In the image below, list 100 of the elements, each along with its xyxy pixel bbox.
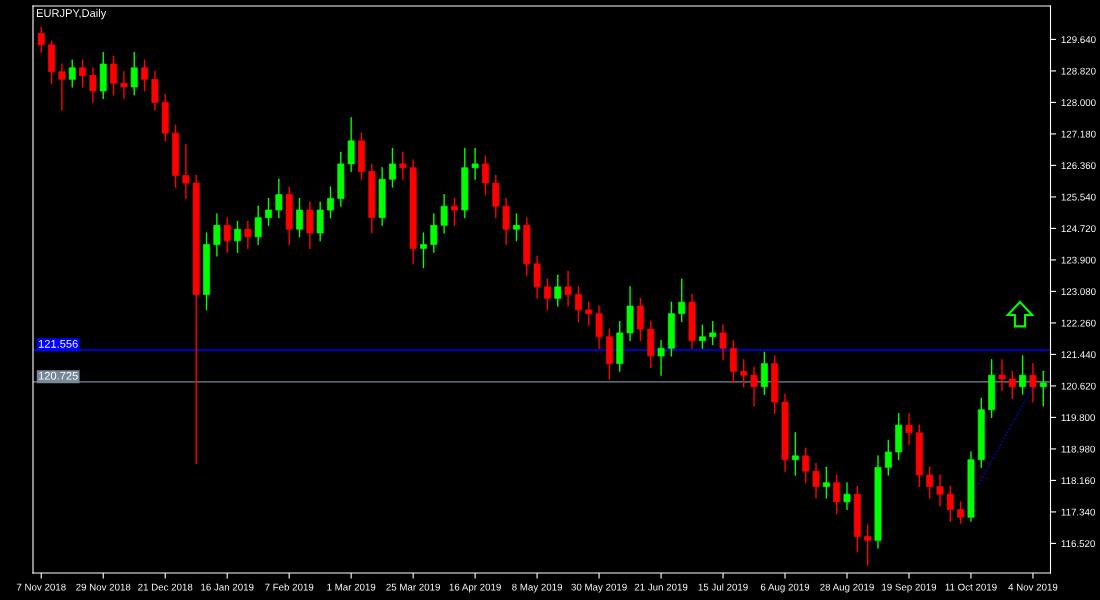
x-tick-label: 19 Sep 2019 [882, 583, 937, 593]
candlestick [926, 466, 934, 499]
candlestick [760, 351, 768, 396]
x-tick-label: 8 May 2019 [512, 583, 563, 593]
candlestick [141, 59, 149, 92]
candlestick [698, 324, 706, 349]
candlestick [296, 197, 303, 238]
y-tick-label: 118.980 [1061, 445, 1095, 453]
x-tick-label: 16 Jan 2019 [201, 583, 254, 591]
candlestick [719, 324, 727, 361]
candlestick [678, 278, 686, 323]
y-tick-label: 118.160 [1061, 477, 1095, 485]
candlestick [492, 174, 500, 219]
y-tick-label: 120.620 [1061, 382, 1096, 390]
y-tick-label: 124.720 [1061, 225, 1096, 233]
candlestick [130, 51, 138, 96]
candlestick [791, 432, 799, 476]
candlestick [79, 59, 87, 88]
candlestick [389, 147, 396, 188]
candlestick [822, 466, 830, 499]
candlestick [957, 501, 965, 524]
x-tick-label: 25 Mar 2019 [386, 583, 440, 591]
y-tick-label: 122.260 [1061, 319, 1096, 327]
y-tick-label: 128.820 [1061, 67, 1096, 75]
candlestick [213, 213, 221, 257]
candlestick [802, 447, 810, 484]
x-tick-label: 1 Mar 2019 [327, 583, 376, 591]
candlestick [946, 485, 954, 522]
candlestick [316, 201, 324, 242]
candlestick [657, 339, 665, 376]
x-tick-label: 28 Aug 2019 [820, 583, 874, 593]
candlestick [399, 151, 407, 180]
candlestick [1029, 362, 1037, 403]
candlestick [420, 232, 427, 269]
candlestick [585, 301, 593, 326]
candlestick [120, 70, 128, 100]
candlestick [709, 320, 717, 346]
candlestick [58, 63, 66, 111]
candlestick [234, 220, 241, 253]
candlestick [729, 339, 737, 384]
candlestick [750, 366, 758, 407]
x-tick-label: 6 Aug 2019 [760, 583, 810, 593]
x-tick-label: 21 Dec 2018 [138, 583, 193, 591]
x-tick-label: 21 Jun 2019 [634, 583, 688, 591]
candlestick [543, 278, 551, 311]
candlestick [1008, 370, 1016, 399]
y-tick-label: 123.900 [1061, 256, 1096, 264]
y-tick-label: 116.520 [1061, 540, 1095, 548]
candlestick [244, 220, 252, 250]
candlestick [554, 274, 562, 307]
y-tick-label: 127.180 [1061, 130, 1096, 138]
y-tick-label: 123.080 [1061, 288, 1096, 296]
candlestick [151, 70, 159, 111]
ref-line-label: 120.725 [38, 371, 78, 380]
y-tick-label: 125.540 [1061, 193, 1096, 201]
candlestick [182, 143, 190, 200]
candlestick [306, 201, 314, 250]
candlestick [110, 55, 118, 96]
x-tick-label: 15 Jul 2019 [698, 583, 748, 591]
x-tick-label: 11 Oct 2019 [945, 583, 997, 591]
candlestick [936, 474, 944, 507]
y-tick-label: 121.440 [1061, 351, 1096, 359]
y-tick-label: 119.800 [1061, 414, 1095, 422]
candlestick [1039, 370, 1047, 407]
candlestick [533, 255, 541, 300]
candlestick [430, 213, 438, 253]
candlestick [512, 213, 520, 242]
candlestick [636, 297, 644, 342]
candlestick [37, 26, 45, 54]
y-tick-label: 128.000 [1061, 99, 1096, 107]
x-tick-label: 29 Nov 2018 [76, 583, 131, 591]
candlestick [998, 359, 1006, 392]
candlestick [89, 67, 97, 104]
candlestick [327, 186, 334, 219]
candlestick [740, 359, 748, 388]
candlestick [482, 155, 489, 196]
candlestick [812, 462, 820, 499]
candlestick [451, 197, 458, 227]
candlestick [574, 286, 582, 323]
candlestick [502, 197, 510, 246]
candlestick [843, 482, 851, 511]
x-tick-label: 4 Nov 2019 [1008, 583, 1058, 591]
candlestick [595, 305, 603, 349]
candlestick [564, 270, 572, 307]
ref-line-label: 121.556 [38, 339, 78, 348]
x-tick-label: 7 Nov 2018 [16, 583, 66, 591]
x-tick-label: 30 May 2019 [571, 583, 627, 593]
candlestick [1019, 355, 1027, 396]
chart-title: EURJPY,Daily [36, 8, 107, 20]
candlestick [347, 117, 355, 173]
y-tick-label: 126.360 [1061, 162, 1096, 170]
x-tick-label: 7 Feb 2019 [265, 583, 314, 591]
x-tick-label: 16 Apr 2019 [449, 583, 501, 593]
candlestick [254, 205, 262, 246]
y-tick-label: 129.640 [1061, 36, 1096, 44]
candlestick [265, 197, 272, 227]
candlestick [440, 193, 448, 234]
candlestick [905, 412, 913, 446]
candlestick [68, 59, 76, 88]
candlestick [884, 439, 892, 476]
